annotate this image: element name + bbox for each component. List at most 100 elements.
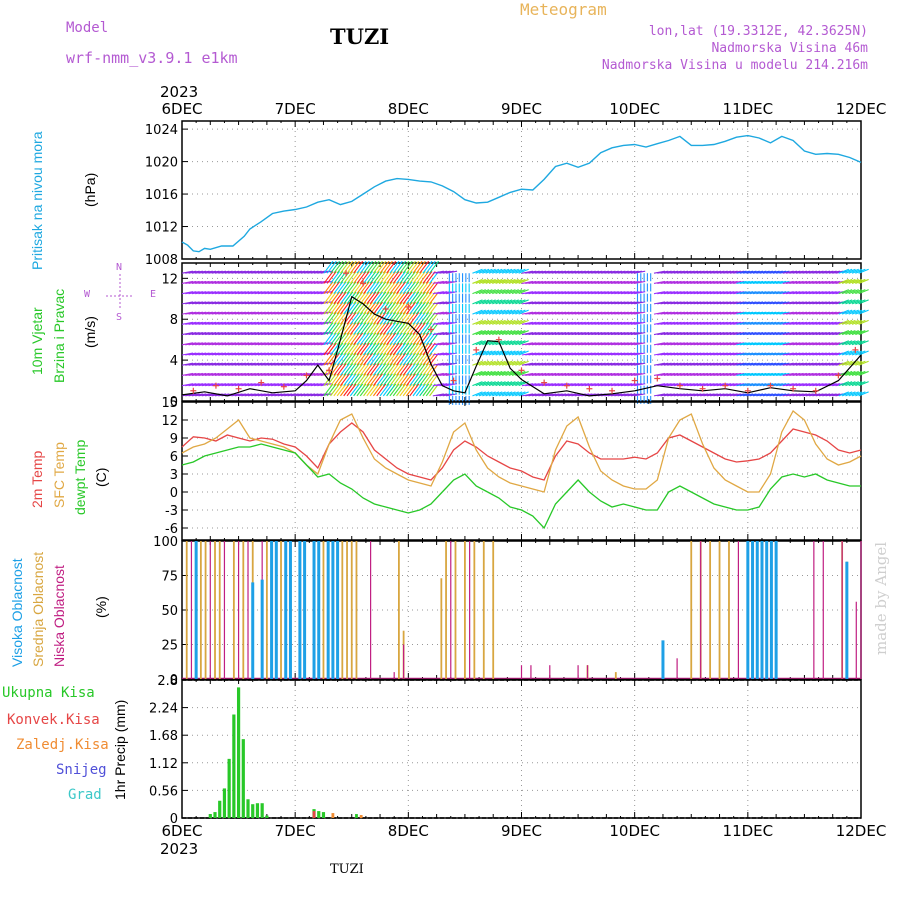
temp-unit: (C): [93, 467, 109, 487]
wind-barb: [719, 311, 732, 315]
wind-barb: [251, 362, 263, 366]
wind-barb: [475, 340, 486, 346]
wind-barb: [736, 332, 747, 336]
wind-barb: [492, 350, 503, 356]
wind-barb: [214, 352, 227, 356]
wind-barb: [482, 319, 493, 325]
wind-barb: [188, 352, 200, 356]
low-cloud-bar: [223, 541, 226, 679]
wind-barb: [693, 383, 705, 387]
wind-barb: [399, 373, 410, 386]
wind-barb: [538, 372, 550, 376]
wind-barb: [739, 291, 750, 295]
wind-barb: [713, 393, 725, 397]
wind-barb: [762, 342, 774, 346]
wind-barb: [587, 291, 600, 295]
wind-barb: [267, 270, 279, 274]
wind-barb: [584, 291, 596, 295]
wind-barb: [251, 270, 263, 274]
footer-station: TUZI: [330, 862, 364, 877]
wind-barb: [386, 260, 397, 274]
wind-barb: [855, 340, 866, 346]
wind-barb: [825, 321, 837, 325]
wind-barb: [439, 383, 451, 387]
wind-barb: [181, 321, 194, 325]
compass-south: S: [116, 312, 123, 323]
wind-barb: [409, 373, 420, 386]
wind-barb: [185, 332, 197, 336]
wind-barb: [719, 342, 732, 346]
wind-barb: [386, 363, 397, 376]
mid-cloud-bar: [440, 578, 443, 679]
wind-barb: [571, 311, 583, 315]
wind-barb: [660, 383, 672, 387]
wind-barb: [264, 393, 276, 397]
wind-barb: [198, 270, 210, 274]
wind-barb: [214, 332, 227, 336]
wind-barb: [238, 352, 250, 356]
wind-barb: [343, 332, 354, 346]
wind-barb: [343, 322, 354, 335]
bottom-day-label: 7DEC: [275, 822, 316, 840]
wind-barb: [690, 342, 702, 346]
wind-barb: [795, 301, 808, 305]
wind-barb: [577, 352, 590, 356]
wind-barb: [326, 260, 337, 274]
wind-barb: [389, 301, 400, 315]
wind-barb: [805, 383, 817, 387]
wind-barb: [264, 372, 276, 376]
wind-barb: [663, 383, 675, 387]
wind-barb: [482, 299, 493, 305]
wind-barb: [673, 372, 685, 376]
wind-barb: [680, 311, 692, 315]
wind-barb: [231, 291, 243, 295]
wind-barb: [617, 383, 629, 387]
wind-barb: [710, 311, 722, 315]
wind-barb: [294, 321, 306, 325]
wind-barb: [584, 311, 596, 315]
wind-barb: [776, 383, 787, 387]
wind-barb: [601, 301, 613, 305]
wind-barb: [475, 268, 486, 274]
wind-barb: [729, 321, 742, 325]
wind-barb: [541, 393, 553, 397]
wind-barb: [802, 393, 814, 397]
wind-barb: [389, 363, 400, 376]
wind-barb: [703, 301, 715, 305]
wind-barb: [535, 342, 547, 346]
wind-barb: [776, 280, 787, 284]
wind-barb: [822, 270, 834, 274]
wind-barb: [323, 342, 334, 356]
wind-barb: [307, 342, 319, 346]
wind-barb: [369, 312, 380, 325]
wind-barb: [739, 342, 750, 346]
wind-barb: [617, 291, 629, 295]
wind-barb: [389, 332, 400, 346]
wind-barb: [515, 381, 526, 387]
wind-barb: [713, 270, 725, 274]
wind-barb: [531, 332, 543, 336]
wind-barb: [752, 342, 764, 346]
top-day-label: 6DEC: [161, 100, 202, 118]
wind-barb: [247, 362, 260, 366]
wind-barb: [472, 350, 483, 356]
wind-barb: [376, 291, 387, 305]
wind-barb: [271, 352, 283, 356]
wind-barb: [419, 373, 430, 386]
wind-barb: [386, 301, 397, 315]
mid-cloud-bar: [214, 541, 216, 679]
wind-barb: [851, 319, 863, 325]
wind-barb: [515, 350, 526, 356]
wind-barb: [581, 270, 593, 274]
wind-barb: [501, 278, 513, 284]
wind-barb: [719, 291, 732, 295]
wind-barb: [211, 301, 223, 305]
wind-barb: [485, 370, 496, 376]
wind-barb: [188, 301, 200, 305]
wind-barb: [663, 352, 675, 356]
wind-barb: [710, 383, 722, 387]
wind-barb: [409, 363, 420, 376]
wind-barb: [561, 321, 573, 325]
wind-barb: [624, 332, 636, 336]
mid-cloud-bar: [492, 541, 495, 679]
